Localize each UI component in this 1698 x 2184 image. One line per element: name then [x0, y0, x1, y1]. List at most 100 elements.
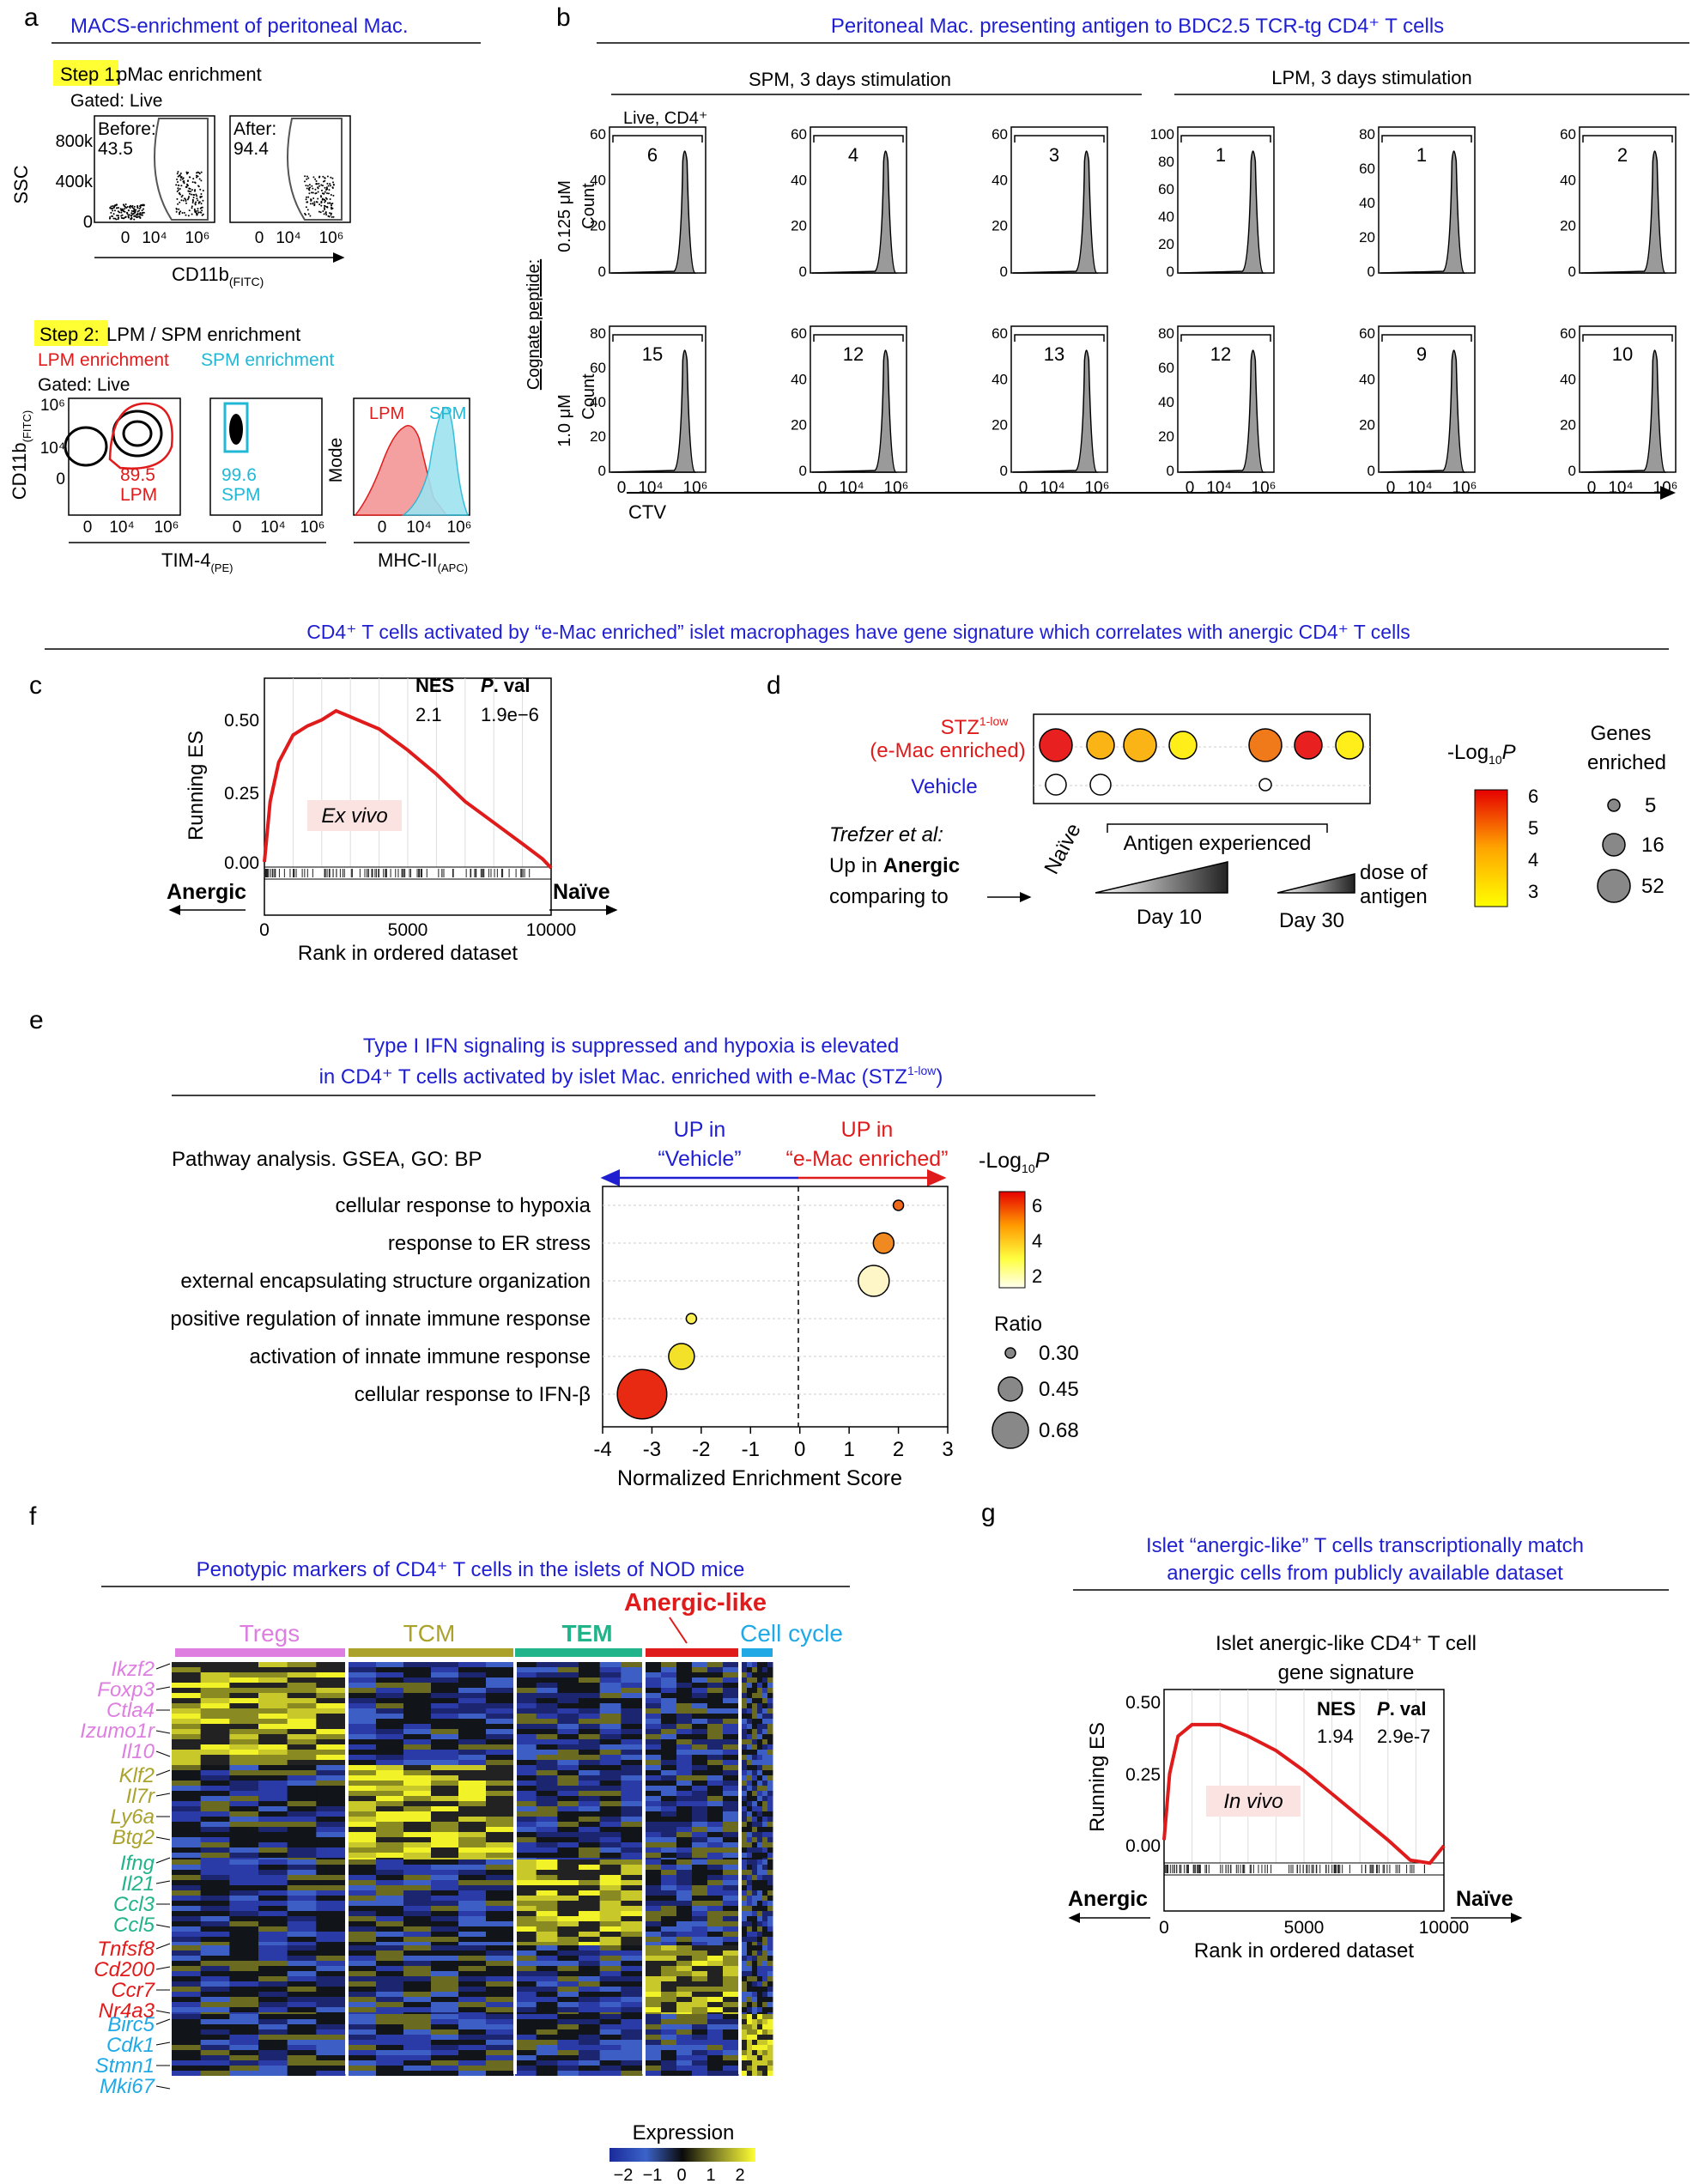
c-nes-value: 2.1 [415, 704, 442, 725]
ctv-histogram: 4 60 40 20 0 [791, 126, 907, 280]
ctv-tick: 0 [1587, 479, 1597, 497]
ctv-tick: 10⁶ [1085, 479, 1110, 497]
f-gene-label: Izumo1r [80, 1720, 155, 1743]
d-ctick-6: 6 [1528, 786, 1538, 807]
histogram-grid: 6604020046040200360402001100806040200180… [590, 126, 1677, 497]
f-expression-scale [609, 2148, 755, 2162]
ctv-tick: 10⁴ [1608, 479, 1633, 497]
panel-c: c Running ES 0.50 0.25 0.00 NES P. val 2… [29, 671, 618, 965]
f-group-tem: TEM [561, 1620, 612, 1647]
e-title1: Type I IFN signaling is suppressed and h… [363, 1034, 899, 1058]
e-pathway-label: Pathway analysis. GSEA, GO: BP [172, 1148, 482, 1171]
count-tick: 0 [1367, 463, 1375, 479]
count-tick: 60 [791, 325, 807, 342]
panel-e: e Type I IFN signaling is suppressed and… [29, 1006, 1095, 1490]
row1-count-label: Count [579, 183, 598, 229]
hist-lpm-label: LPM [369, 404, 404, 423]
tick-1e4-p2: 10⁴ [260, 519, 285, 537]
e-x-tick: -1 [742, 1438, 760, 1461]
x-tick-1e6b: 10⁶ [319, 229, 344, 247]
ctv-tick: 0 [617, 479, 627, 497]
e-up-vehicle-2: “Vehicle” [658, 1147, 741, 1171]
e-term-dot [685, 1313, 698, 1325]
x-tick-0: 0 [121, 229, 130, 247]
f-gene-label: Il10 [121, 1740, 155, 1763]
panel-a: a MACS-enrichment of peritoneal Mac. Ste… [9, 3, 481, 574]
division-percent: 1 [1416, 144, 1427, 166]
live-cd4-label: Live, CD4⁺ [623, 109, 707, 128]
ctv-histogram: 3 60 40 20 0 [992, 126, 1108, 280]
e-up-vehicle-1: UP in [674, 1118, 726, 1142]
d-dot-stz [1335, 731, 1364, 760]
ctv-histogram: 15 80 60 40 20 00 10⁴ 10⁶ [590, 325, 707, 497]
ctv-histogram: 13 60 40 20 00 10⁴ 10⁶ [992, 325, 1109, 497]
ctv-tick: 10⁶ [683, 479, 708, 497]
ctv-histogram: 9 60 40 20 00 10⁴ 10⁶ [1359, 325, 1477, 497]
count-tick: 40 [992, 371, 1008, 387]
e-x-tick: -2 [692, 1438, 710, 1461]
count-tick: 20 [1158, 428, 1174, 445]
g-running-es-curve [1162, 1722, 1446, 1866]
f-group-anergic: Anergic-like [624, 1589, 767, 1617]
d-vehicle-label: Vehicle [911, 775, 977, 798]
before-label: Before: [98, 119, 156, 139]
f-group-tregs: Tregs [240, 1620, 300, 1647]
f-gene-label: Ctla4 [106, 1699, 155, 1722]
ssc-axis-label: SSC [10, 165, 32, 203]
ctv-tick: 10⁴ [1040, 479, 1064, 497]
hist-spm-label: SPM [429, 404, 466, 423]
ctv-tick: 0 [1019, 479, 1028, 497]
facs-plot-before [94, 115, 215, 223]
cognate-label: Cognate peptide: [525, 259, 543, 390]
y2-tick-0: 0 [56, 470, 65, 488]
c-ylabel: Running ES [185, 731, 208, 840]
f-gene-label: Cd200 [94, 1958, 155, 1981]
d-dot-stz [1086, 731, 1115, 760]
d-size-52: 52 [1641, 875, 1665, 898]
e-plot-frame [602, 1186, 949, 1428]
ctv-tick: 10⁴ [1407, 479, 1432, 497]
g-sub2: gene signature [1278, 1661, 1415, 1684]
d-trefzer: Trefzer et al: [829, 823, 943, 846]
d-antigen: antigen [1360, 885, 1428, 908]
f-stick-m1: −1 [643, 2166, 663, 2184]
g-nes-label: NES [1317, 1698, 1355, 1720]
d-dot-stz [1168, 731, 1198, 760]
count-tick: 60 [1560, 325, 1576, 342]
f-expression-label: Expression [633, 2121, 735, 2145]
mhc-axis-label: MHC-II(APC) [378, 549, 468, 574]
e-term-label: response to ER stress [388, 1232, 591, 1255]
panel-g: g Islet “anergic-like” T cells transcrip… [981, 1499, 1669, 1963]
g-title2: anergic cells from publicly available da… [1167, 1562, 1563, 1585]
gated-live-1: Gated: Live [70, 91, 162, 111]
ctv-histogram: 12 80 60 40 20 00 10⁴ 10⁶ [1158, 325, 1276, 497]
panel-d: d STZ1-low (e-Mac enriched) Vehicle Tref… [767, 671, 1666, 932]
e-term-label: positive regulation of innate immune res… [170, 1307, 591, 1331]
d-dot-stz [1123, 728, 1157, 762]
ctv-histogram: 10 60 40 20 00 10⁴ 10⁶ [1560, 325, 1677, 497]
d-ctick-3: 3 [1528, 881, 1538, 902]
x-tick-1e4b: 10⁴ [276, 229, 300, 247]
g-xtick-5000: 5000 [1284, 1918, 1325, 1938]
ctv-tick: 10⁶ [1252, 479, 1277, 497]
c-naive-label: Naïve [553, 880, 610, 904]
ctv-tick: 0 [1186, 479, 1195, 497]
g-ytick-025: 0.25 [1125, 1765, 1161, 1785]
count-tick: 0 [1568, 264, 1576, 280]
count-tick: 40 [1560, 371, 1576, 387]
count-tick: 40 [1158, 394, 1174, 410]
f-gene-label: Cdk1 [106, 2034, 155, 2057]
spm-header: SPM, 3 days stimulation [749, 69, 951, 90]
g-xtick-0: 0 [1159, 1918, 1169, 1938]
division-percent: 2 [1617, 144, 1628, 166]
tick-1e4-p1: 10⁴ [109, 519, 134, 537]
d-ctick-4: 4 [1528, 849, 1538, 871]
d-day30: Day 30 [1279, 909, 1344, 932]
count-tick: 40 [1359, 195, 1375, 211]
g-nes-value: 1.94 [1317, 1726, 1354, 1747]
ssc-tick-400k: 400k [56, 173, 94, 191]
panel-letter-e: e [29, 1006, 44, 1034]
d-stz-label: STZ1-low [941, 714, 1010, 739]
count-tick: 0 [1367, 264, 1375, 280]
panel-f: f Penotypic markers of CD4⁺ T cells in t… [29, 1502, 850, 2184]
